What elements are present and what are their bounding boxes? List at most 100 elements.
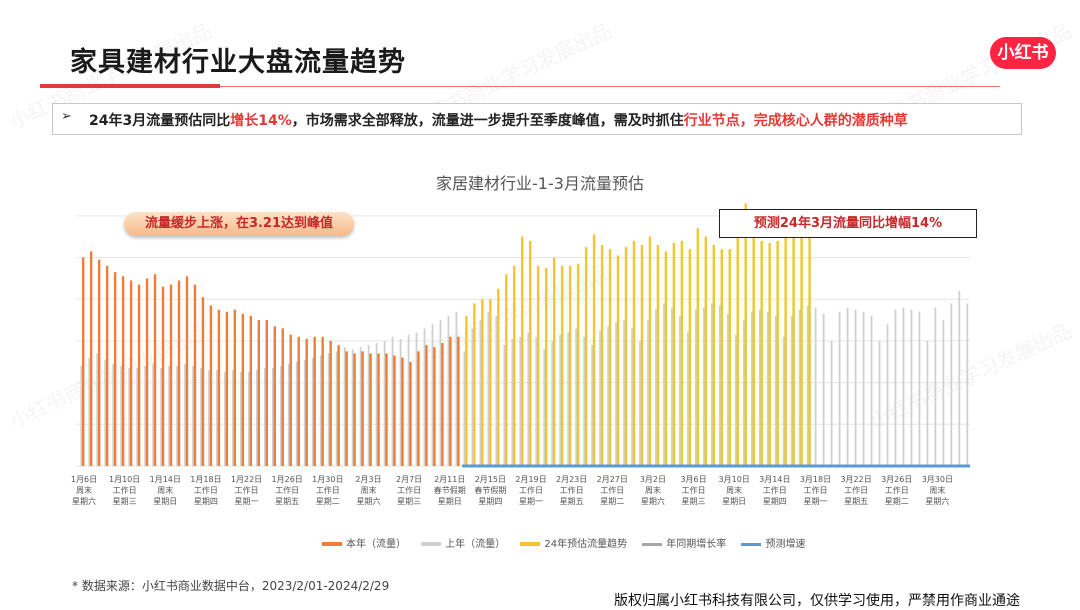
bar-last-year: [814, 307, 817, 466]
bar-last-year: [367, 345, 370, 466]
bar-forecast: [568, 265, 572, 466]
bar-last-year: [950, 303, 953, 466]
x-tick-label: 工作日: [113, 485, 137, 495]
x-tick-label: 星期五: [275, 497, 299, 506]
bar-last-year: [774, 315, 777, 466]
legend-item-yoy: 年同期增长率: [642, 535, 726, 550]
bar-this-year: [193, 284, 197, 466]
x-tick-label: 1月22日: [231, 475, 262, 484]
summary-highlight-node: 行业节点，完成核心人群的潜质种草: [683, 113, 908, 129]
bar-this-year: [281, 328, 284, 466]
bar-last-year: [224, 372, 226, 466]
bar-last-year: [399, 338, 402, 466]
bar-last-year: [104, 359, 107, 466]
bar-this-year: [337, 345, 340, 466]
bar-this-year: [169, 284, 173, 466]
bar-last-year: [647, 320, 649, 466]
x-tick-label: 工作日: [844, 485, 868, 495]
bar-this-year: [97, 259, 101, 466]
bar-forecast: [640, 245, 644, 466]
bar-last-year: [487, 311, 490, 466]
x-tick-label: 星期日: [722, 497, 746, 506]
bar-forecast: [489, 299, 492, 466]
bar-this-year: [265, 320, 268, 466]
bar-forecast: [800, 220, 803, 466]
bar-last-year: [311, 357, 314, 466]
bar-last-year: [870, 315, 873, 466]
bar-last-year: [838, 311, 841, 466]
bar-last-year: [615, 322, 617, 466]
bar-last-year: [854, 309, 857, 466]
bar-forecast: [529, 240, 532, 466]
bar-last-year: [631, 328, 633, 466]
bar-forecast: [760, 240, 763, 466]
bar-last-year: [455, 311, 458, 466]
bar-last-year: [718, 305, 721, 466]
bar-forecast: [616, 255, 620, 466]
legend-label: 上年（流量）: [445, 539, 506, 550]
bar-last-year: [343, 347, 346, 466]
legend-swatch: [421, 542, 442, 546]
bar-this-year: [257, 320, 261, 466]
x-tick-label: 2月7日: [396, 475, 422, 484]
bar-last-year: [303, 359, 306, 466]
bar-this-year: [425, 345, 428, 466]
bar-last-year: [695, 309, 697, 466]
bar-forecast: [505, 274, 508, 466]
bar-forecast: [728, 249, 731, 466]
bar-forecast: [513, 265, 516, 466]
x-tick-label: 星期四: [763, 497, 787, 506]
bar-forecast: [752, 234, 755, 466]
bar-this-year: [225, 311, 229, 466]
page-title: 家具建材行业大盘流量趋势: [70, 47, 406, 78]
x-tick-label: 星期五: [560, 497, 584, 506]
bar-last-year: [663, 303, 665, 466]
bar-this-year: [377, 353, 380, 466]
bar-last-year: [248, 372, 250, 466]
bar-last-year: [232, 370, 234, 466]
bar-forecast: [712, 245, 715, 466]
x-tick-label: 星期六: [925, 496, 949, 506]
x-tick-label: 工作日: [235, 485, 259, 495]
bar-last-year: [479, 320, 482, 466]
bar-last-year: [471, 328, 474, 466]
bar-this-year: [137, 284, 141, 466]
bar-this-year: [177, 280, 181, 466]
bar-forecast: [632, 240, 636, 466]
bar-this-year: [201, 297, 205, 466]
bar-last-year: [511, 338, 514, 466]
bar-last-year: [271, 368, 274, 466]
bar-this-year: [449, 336, 452, 466]
x-tick-label: 春节假期: [474, 485, 506, 495]
summary-highlight-growth: 增长14%: [230, 113, 292, 129]
bar-forecast: [552, 257, 556, 466]
bar-forecast: [648, 236, 652, 466]
bar-last-year: [144, 365, 147, 466]
x-tick-label: 春节假期: [434, 485, 466, 495]
bar-this-year: [361, 351, 364, 466]
bar-last-year: [503, 345, 506, 466]
bar-this-year: [209, 305, 213, 466]
bar-last-year: [958, 290, 961, 466]
x-tick-label: 3月10日: [719, 475, 750, 484]
bar-forecast: [720, 249, 723, 466]
bar-last-year: [535, 336, 538, 466]
bar-last-year: [319, 355, 322, 466]
bar-last-year: [423, 328, 426, 466]
brand-logo: 小红书: [990, 37, 1056, 69]
bar-last-year: [176, 365, 178, 466]
x-tick-label: 周末: [726, 485, 742, 495]
bar-last-year: [679, 315, 681, 466]
bar-this-year: [105, 265, 109, 466]
bar-forecast: [592, 234, 596, 466]
bar-last-year: [295, 361, 298, 466]
bar-last-year: [575, 328, 578, 466]
bar-last-year: [335, 351, 338, 466]
bar-last-year: [966, 303, 969, 466]
x-tick-label: 3月18日: [800, 475, 831, 484]
summary-text: 24年3月流量预估同比增长14%，市场需求全部释放，流量进一步提升至季度峰值，需…: [89, 110, 908, 130]
x-tick-label: 2月3日: [355, 475, 381, 484]
bar-last-year: [519, 336, 522, 466]
x-tick-label: 星期三: [682, 497, 706, 506]
bar-this-year: [233, 309, 237, 466]
